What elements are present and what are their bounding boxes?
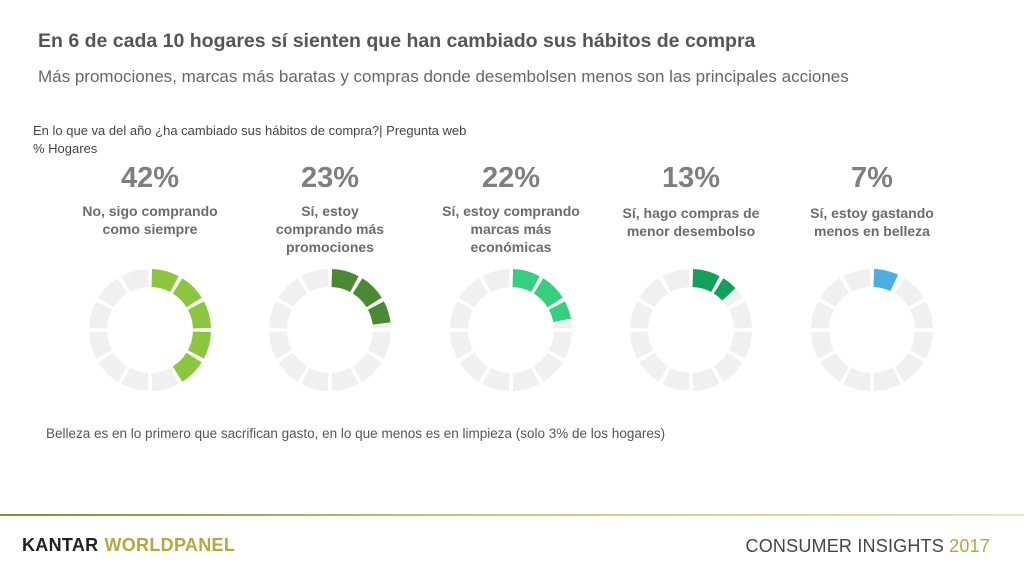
donut-track-segment xyxy=(459,278,489,308)
panel-4: 7% Sí, estoy gastando menos en belleza xyxy=(782,160,962,240)
donut-track-segment xyxy=(450,301,474,329)
donut-track-segment xyxy=(482,367,510,391)
category-label: No, sigo comprando como siempre xyxy=(82,203,218,237)
donut-value-segment xyxy=(512,269,540,293)
donut-value-segment xyxy=(187,301,211,329)
donut-track-segment xyxy=(533,352,563,382)
donut-track-segment xyxy=(482,269,510,293)
donut-value-segment xyxy=(172,278,202,308)
value-label: 23% xyxy=(300,162,360,194)
donut-track-segment xyxy=(512,367,540,391)
donut-track-segment xyxy=(909,331,933,359)
footer-caption: CONSUMER INSIGHTS 2017 xyxy=(746,536,990,557)
donut-track-segment xyxy=(450,331,474,359)
donut-track-segment xyxy=(662,269,690,293)
category-label: Sí, estoy comprando más promociones xyxy=(275,203,385,255)
donut-value-segment xyxy=(713,278,736,301)
donut-track-segment xyxy=(909,301,933,329)
donut-track-segment xyxy=(367,331,391,359)
donut-track-segment xyxy=(269,301,293,329)
category-label: Sí, hago compras de menor desembolso xyxy=(622,205,760,239)
panel-1: 23% Sí, estoy comprando más promociones xyxy=(240,160,420,256)
donut-track-segment xyxy=(662,367,690,391)
donut-track-segment xyxy=(820,352,850,382)
donut-value-segment xyxy=(533,278,563,308)
donut-track-segment xyxy=(728,301,752,329)
donut-track-segment xyxy=(301,367,329,391)
brand-part-1: KANTAR xyxy=(22,535,99,555)
donut-chart-0 xyxy=(89,269,211,391)
donut-track-segment xyxy=(548,331,572,359)
donut-value-segment xyxy=(548,301,571,322)
donut-track-segment xyxy=(352,352,382,382)
donut-track-segment xyxy=(728,331,752,359)
donut-track-segment xyxy=(639,278,669,308)
donut-value-segment xyxy=(172,352,202,382)
donut-track-segment xyxy=(639,352,669,382)
donut-track-segment xyxy=(278,352,308,382)
donut-track-segment xyxy=(630,331,654,359)
donut-track-segment xyxy=(811,301,835,329)
question-line: En lo que va del año ¿ha cambiado sus há… xyxy=(33,123,467,138)
footnote: Belleza es en lo primero que sacrifican … xyxy=(46,426,666,441)
value-label: 42% xyxy=(120,162,180,194)
footer-year: 2017 xyxy=(949,536,990,556)
donut-value-segment xyxy=(352,278,382,308)
donut-value-segment xyxy=(331,269,359,293)
donut-track-segment xyxy=(331,367,359,391)
donut-chart-3 xyxy=(630,269,752,391)
donut-track-segment xyxy=(894,352,924,382)
donut-track-segment xyxy=(713,352,743,382)
value-label: 22% xyxy=(481,162,541,194)
question-text: En lo que va del año ¿ha cambiado sus há… xyxy=(33,122,466,158)
category-label: Sí, estoy comprando marcas más económica… xyxy=(442,203,580,255)
footer-divider xyxy=(0,514,1024,516)
brand-logo: KANTAR WORLDPANEL xyxy=(22,535,235,556)
donut-track-segment xyxy=(89,331,113,359)
donut-track-segment xyxy=(98,352,128,382)
donut-track-segment xyxy=(121,367,149,391)
donut-track-segment xyxy=(269,331,293,359)
donut-track-segment xyxy=(98,278,128,308)
donut-track-segment xyxy=(873,367,901,391)
donut-track-segment xyxy=(121,269,149,293)
unit-line: % Hogares xyxy=(33,141,98,156)
panel-0: 42% No, sigo comprando como siempre xyxy=(60,160,240,238)
page-title: En 6 de cada 10 hogares sí sienten que h… xyxy=(38,30,756,52)
page-subtitle: Más promociones, marcas más baratas y co… xyxy=(38,67,849,86)
footer-text: CONSUMER INSIGHTS xyxy=(745,536,944,556)
value-label: 13% xyxy=(661,162,721,194)
donut-value-segment xyxy=(367,301,391,325)
donut-chart-2 xyxy=(450,269,572,391)
donut-value-segment xyxy=(692,269,720,293)
donut-track-segment xyxy=(843,367,871,391)
donut-track-segment xyxy=(894,278,924,308)
brand-part-2: WORLDPANEL xyxy=(104,535,236,555)
donut-track-segment xyxy=(811,331,835,359)
category-label: Sí, estoy gastando menos en belleza xyxy=(810,205,934,239)
donut-track-segment xyxy=(843,269,871,293)
donut-track-segment xyxy=(278,278,308,308)
donut-value-segment xyxy=(151,269,179,293)
value-label: 7% xyxy=(851,162,893,194)
donut-track-segment xyxy=(630,301,654,329)
donut-value-segment xyxy=(873,269,898,292)
donut-track-segment xyxy=(89,301,113,329)
donut-track-segment xyxy=(151,367,179,391)
donut-chart-1 xyxy=(269,269,391,391)
donut-track-segment xyxy=(820,278,850,308)
donut-chart-4 xyxy=(811,269,933,391)
donut-track-segment xyxy=(459,352,489,382)
panel-2: 22% Sí, estoy comprando marcas más econó… xyxy=(421,160,601,256)
donut-track-segment xyxy=(301,269,329,293)
panel-3: 13% Sí, hago compras de menor desembolso xyxy=(601,160,781,240)
donut-track-segment xyxy=(692,367,720,391)
donut-value-segment xyxy=(187,331,211,359)
